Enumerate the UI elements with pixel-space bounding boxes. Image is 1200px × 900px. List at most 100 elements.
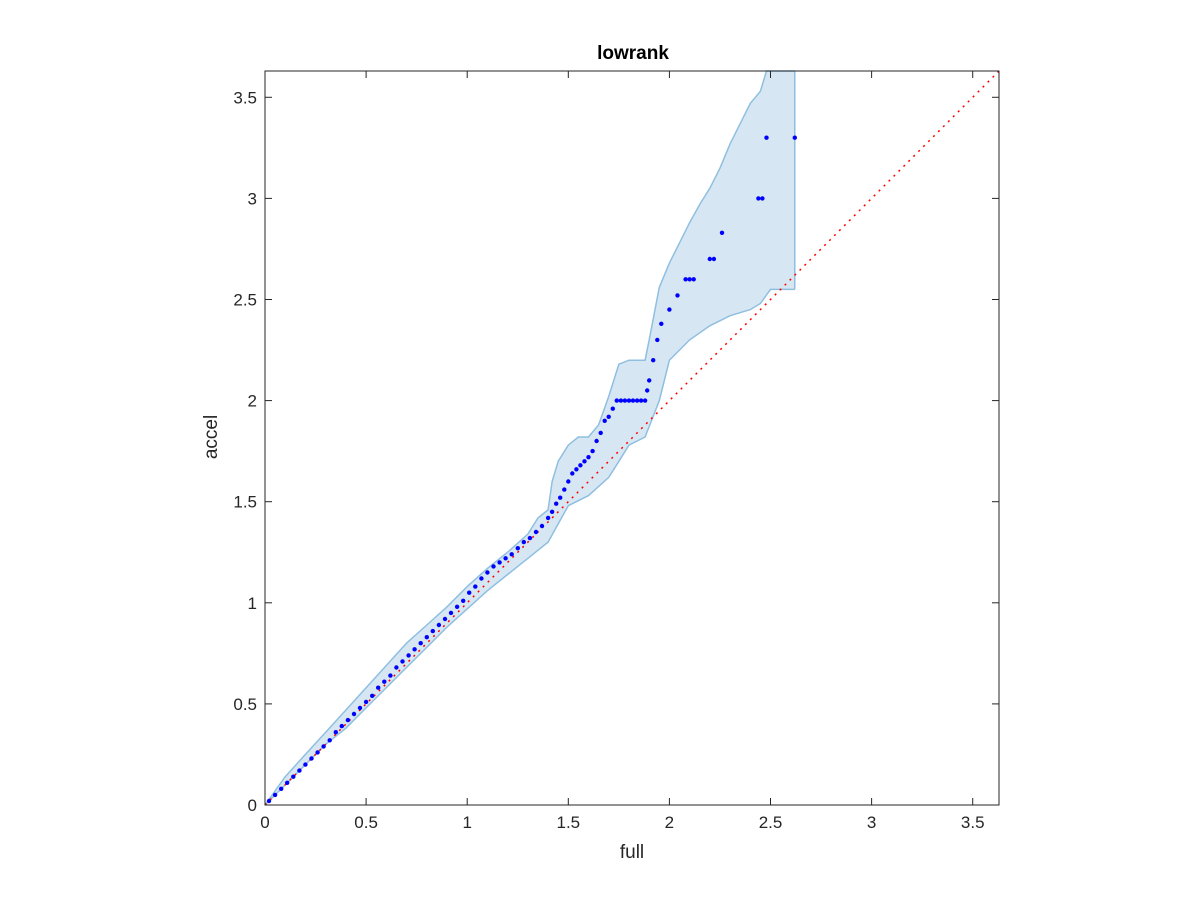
x-tick-label: 1 [462, 813, 471, 832]
x-tick-label: 1.5 [556, 813, 580, 832]
data-point [442, 616, 448, 622]
data-point [622, 398, 628, 403]
y-tick-label: 1.5 [233, 493, 257, 512]
data-point [667, 307, 672, 312]
data-point [357, 705, 363, 711]
data-point [719, 230, 725, 235]
x-tick-label: 2.5 [759, 813, 783, 832]
x-tick-label: 0.5 [354, 813, 378, 832]
data-point [655, 337, 660, 343]
data-point [642, 398, 648, 403]
data-point [461, 598, 466, 603]
x-tick-label: 0 [260, 813, 269, 832]
y-tick-label: 2 [248, 392, 257, 411]
data-point [285, 780, 290, 785]
data-point [436, 622, 442, 628]
data-point [345, 717, 351, 723]
data-point [297, 768, 302, 773]
data-point [760, 196, 765, 201]
confidence-band [264, 70, 796, 806]
data-point [418, 641, 423, 646]
y-tick-label: 2.5 [233, 290, 257, 309]
data-point [473, 584, 478, 589]
data-point [651, 358, 656, 363]
data-point [351, 711, 357, 717]
data-point [454, 604, 460, 609]
data-point [394, 665, 399, 670]
data-point [638, 398, 644, 403]
data-point [321, 744, 326, 749]
data-point [707, 256, 712, 262]
data-point [303, 762, 308, 767]
data-point [582, 459, 587, 464]
x-axis-label: full [620, 842, 644, 863]
reference-diagonal-line [264, 70, 1000, 806]
data-point [562, 487, 567, 492]
data-point [491, 564, 496, 569]
data-point [515, 546, 520, 551]
data-point [388, 673, 393, 678]
data-point [309, 756, 314, 761]
data-point [630, 398, 636, 403]
data-point [363, 699, 369, 705]
data-point [266, 798, 272, 804]
data-point [467, 590, 472, 595]
data-point [594, 438, 599, 444]
data-point [645, 388, 650, 393]
data-point [521, 539, 526, 545]
y-tick-label: 1 [248, 594, 257, 613]
data-point [756, 196, 761, 201]
data-point [333, 730, 338, 735]
data-point [675, 293, 680, 298]
data-point [570, 471, 575, 476]
data-point [606, 414, 611, 419]
band-upper-edge [264, 70, 795, 806]
chart-title: lowrank [597, 43, 669, 64]
data-point [400, 659, 405, 664]
data-point [315, 750, 320, 755]
data-point [792, 135, 797, 140]
data-point [687, 277, 692, 282]
data-point [634, 398, 640, 403]
data-point [533, 529, 539, 535]
data-point [412, 647, 417, 652]
y-tick-label: 3.5 [233, 88, 257, 107]
data-point [586, 455, 591, 460]
data-point [279, 786, 284, 791]
data-point [610, 406, 615, 411]
data-point [327, 738, 332, 743]
data-point [691, 277, 696, 282]
data-point [485, 570, 490, 575]
data-point [448, 610, 454, 616]
data-point [272, 792, 278, 798]
axis-ticks: 0 0.5 1 1.5 2 2.5 3 3.5 0 0.5 1 1.5 2 2.5 3 3.5 [233, 71, 999, 832]
data-point [509, 552, 514, 557]
y-tick-label: 0.5 [233, 695, 257, 714]
data-point [382, 679, 387, 684]
band-lower-edge [264, 288, 795, 806]
data-point [626, 398, 632, 403]
data-point [602, 418, 607, 423]
data-point [424, 635, 429, 640]
data-point [406, 653, 411, 658]
data-point [554, 501, 559, 506]
data-point [479, 576, 484, 581]
data-point [527, 535, 533, 541]
data-point [549, 509, 555, 514]
data-point [764, 135, 769, 140]
data-points [266, 135, 797, 804]
data-point [711, 256, 717, 262]
band-fill [265, 71, 795, 805]
data-point [339, 723, 344, 729]
data-point [497, 560, 502, 565]
y-axis-label: accel [201, 415, 222, 459]
x-tick-label: 2 [665, 813, 674, 832]
data-point [614, 398, 619, 403]
data-point [578, 463, 583, 468]
data-point [291, 774, 296, 779]
data-point [598, 430, 603, 436]
data-point [558, 495, 563, 500]
data-point [590, 448, 595, 454]
data-point [539, 523, 545, 529]
data-point [618, 398, 624, 403]
